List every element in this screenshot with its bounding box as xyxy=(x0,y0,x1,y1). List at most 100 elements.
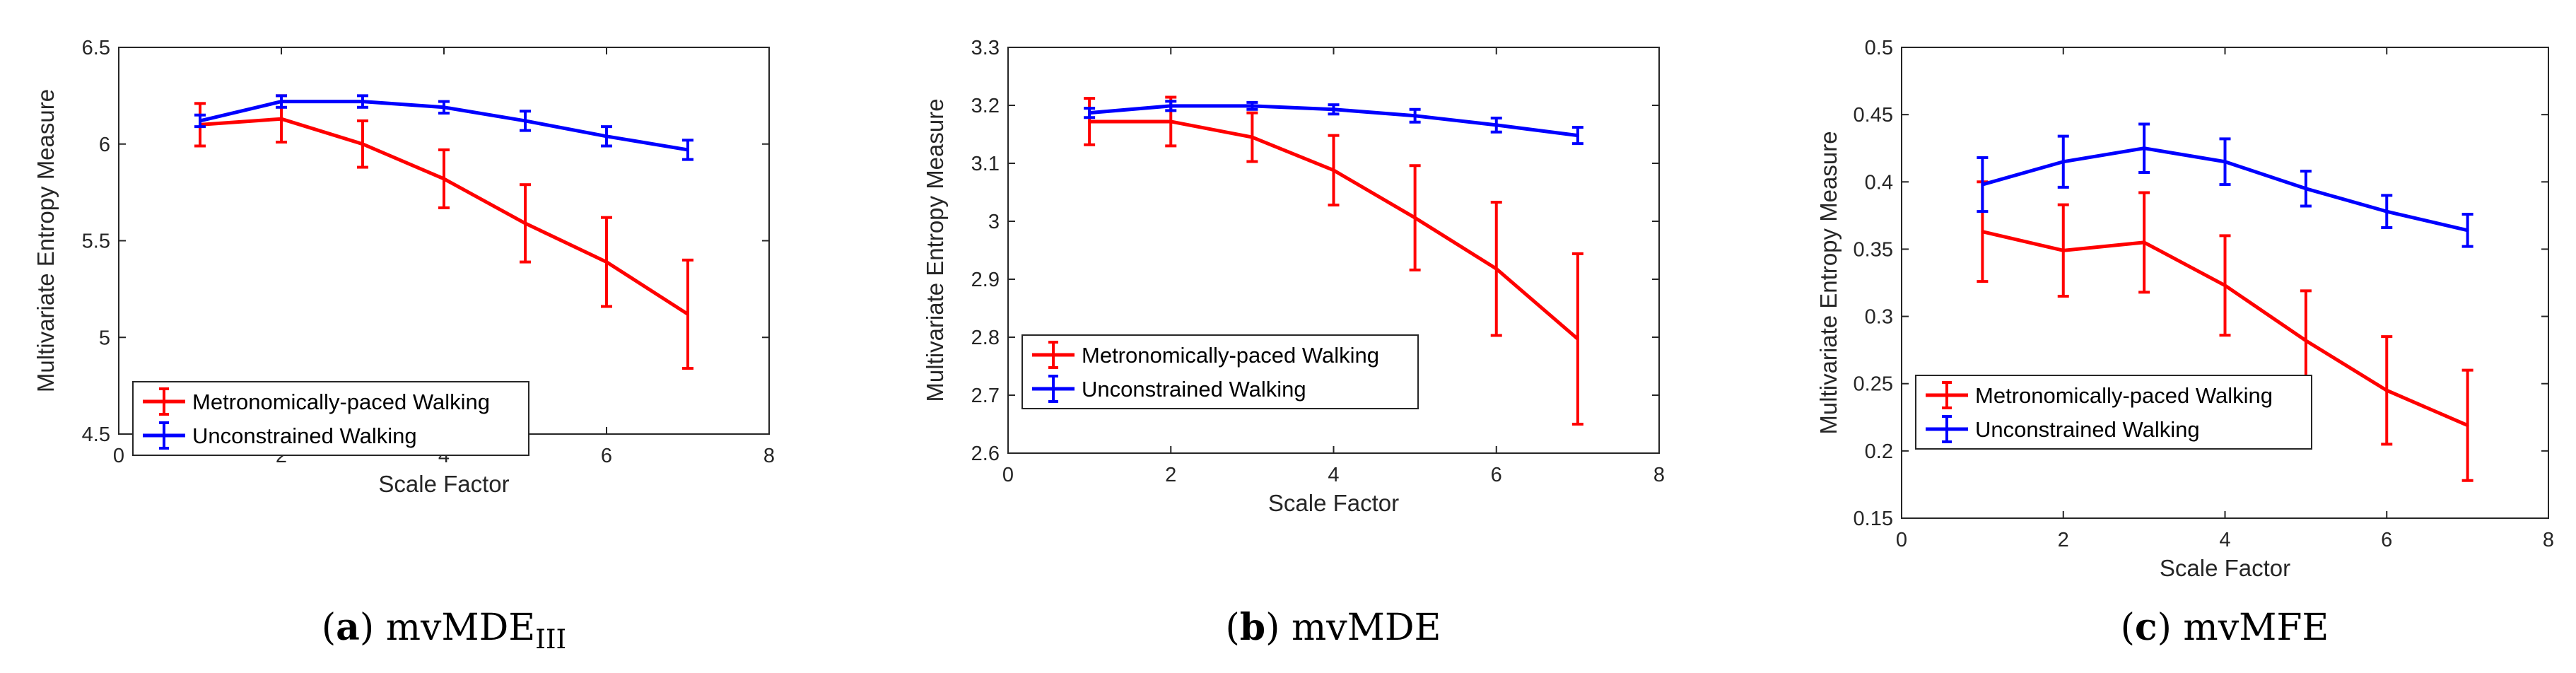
data-point xyxy=(2061,160,2065,163)
data-point xyxy=(361,100,364,103)
y-tick-label: 0.2 xyxy=(1865,440,1893,463)
y-tick-label: 6 xyxy=(99,134,110,156)
caption-paren-close: ) xyxy=(2158,607,2184,649)
series-unconstrained xyxy=(1084,100,1583,146)
legend-box xyxy=(132,381,529,456)
y-tick-label: 2.9 xyxy=(971,269,1000,291)
x-axis-label: Scale Factor xyxy=(2160,555,2290,581)
x-tick-label: 0 xyxy=(113,445,124,467)
panel-caption: (c) mvMFE xyxy=(2121,606,2329,649)
data-point xyxy=(1413,114,1417,117)
data-point xyxy=(2466,228,2469,232)
legend: Metronomically-paced Walking Unconstraine… xyxy=(1915,375,2312,450)
y-tick-label: 0.4 xyxy=(1865,171,1893,194)
legend-box xyxy=(1915,375,2312,450)
y-tick-label: 2.6 xyxy=(971,443,1000,465)
caption-letter: a xyxy=(336,606,360,649)
y-tick-label: 0.45 xyxy=(1854,104,1893,127)
caption-paren-open: ( xyxy=(1225,607,1239,649)
data-point xyxy=(686,148,689,151)
data-point xyxy=(1088,111,1091,115)
caption-text: mvMDE xyxy=(386,607,536,649)
data-point xyxy=(2223,160,2227,163)
data-point xyxy=(1251,104,1254,107)
data-point xyxy=(2385,389,2389,392)
data-point xyxy=(2304,187,2307,190)
panel-caption: (a) mvMDEIII xyxy=(322,606,566,655)
x-tick-label: 2 xyxy=(1165,464,1176,486)
data-point xyxy=(605,260,608,264)
series-unconstrained xyxy=(194,94,693,161)
y-tick-label: 0.25 xyxy=(1854,373,1893,396)
x-tick-label: 0 xyxy=(1002,464,1014,486)
data-point xyxy=(605,134,608,138)
y-axis-label: Multivariate Entropy Measure xyxy=(33,89,59,392)
data-point xyxy=(2385,210,2389,213)
legend-entry-label: Metronomically-paced Walking xyxy=(1082,343,1379,368)
data-point xyxy=(2223,283,2227,287)
y-tick-label: 3.2 xyxy=(971,95,1000,117)
chart-panel-c: 0 2 4 6 8 0.15 0.2 0.25 0.3 0.35 0.4 0.45 0.5 Scale F… xyxy=(1815,37,2554,649)
x-tick-label: 4 xyxy=(1328,464,1339,486)
y-tick-label: 4.5 xyxy=(82,423,110,446)
data-point xyxy=(1169,119,1173,123)
series-metronomic xyxy=(194,94,693,370)
data-point xyxy=(1494,267,1498,271)
y-tick-label: 0.35 xyxy=(1854,238,1893,261)
y-tick-label: 5.5 xyxy=(82,230,110,253)
x-tick-label: 8 xyxy=(2543,529,2554,551)
legend-entry-label: Unconstrained Walking xyxy=(192,423,417,448)
data-point xyxy=(1088,119,1091,123)
data-point xyxy=(2143,240,2146,244)
caption-paren-open: ( xyxy=(2121,607,2135,649)
data-point xyxy=(2143,146,2146,150)
legend-entry-label: Metronomically-paced Walking xyxy=(192,390,490,414)
data-point xyxy=(1332,168,1335,172)
caption-text: mvMDE xyxy=(1292,607,1441,649)
y-axis-label: Multivariate Entropy Measure xyxy=(1815,131,1842,434)
legend-entry-label: Unconstrained Walking xyxy=(1082,377,1306,402)
y-axis-label: Multivariate Entropy Measure xyxy=(922,98,948,402)
caption-text: mvMFE xyxy=(2183,607,2329,649)
x-tick-label: 6 xyxy=(2381,529,2392,551)
y-tick-label: 0.5 xyxy=(1865,37,1893,59)
x-tick-label: 8 xyxy=(763,445,775,467)
legend: Metronomically-paced Walking Unconstraine… xyxy=(1021,334,1419,409)
data-point xyxy=(280,117,283,121)
series-metronomic xyxy=(1977,180,2473,482)
data-point xyxy=(524,221,527,225)
data-point xyxy=(199,119,201,122)
y-tick-label: 0.3 xyxy=(1865,306,1893,329)
data-point xyxy=(443,177,445,180)
x-tick-label: 6 xyxy=(601,445,612,467)
data-point xyxy=(443,105,445,109)
data-point xyxy=(361,142,364,146)
data-point xyxy=(1494,123,1498,127)
data-point xyxy=(686,312,689,316)
data-point xyxy=(1332,107,1335,111)
caption-subscript: III xyxy=(535,624,566,655)
series-unconstrained xyxy=(1977,122,2473,248)
caption-paren-close: ) xyxy=(1265,607,1292,649)
chart-panel-b: 0 2 4 6 8 2.6 2.7 2.8 2.9 3 3.1 3.2 3.3 Scale Factor M… xyxy=(922,37,1665,649)
x-tick-label: 2 xyxy=(2058,529,2069,551)
y-tick-label: 3.3 xyxy=(971,37,1000,59)
legend: Metronomically-paced Walking Unconstraine… xyxy=(132,381,529,456)
y-tick-label: 2.8 xyxy=(971,327,1000,349)
legend-box xyxy=(1021,334,1419,409)
data-point xyxy=(2304,339,2307,342)
x-axis-label: Scale Factor xyxy=(378,471,509,497)
y-tick-label: 0.15 xyxy=(1854,508,1893,530)
data-point xyxy=(1981,230,1984,233)
y-tick-label: 3.1 xyxy=(971,153,1000,175)
y-tick-label: 3 xyxy=(988,211,1000,233)
data-point xyxy=(1251,136,1254,139)
data-point xyxy=(2466,423,2469,427)
caption-paren-close: ) xyxy=(360,607,386,649)
data-point xyxy=(524,119,527,122)
y-tick-label: 2.7 xyxy=(971,385,1000,407)
x-tick-label: 4 xyxy=(2219,529,2230,551)
data-point xyxy=(1576,134,1579,137)
x-axis-label: Scale Factor xyxy=(1268,490,1399,516)
